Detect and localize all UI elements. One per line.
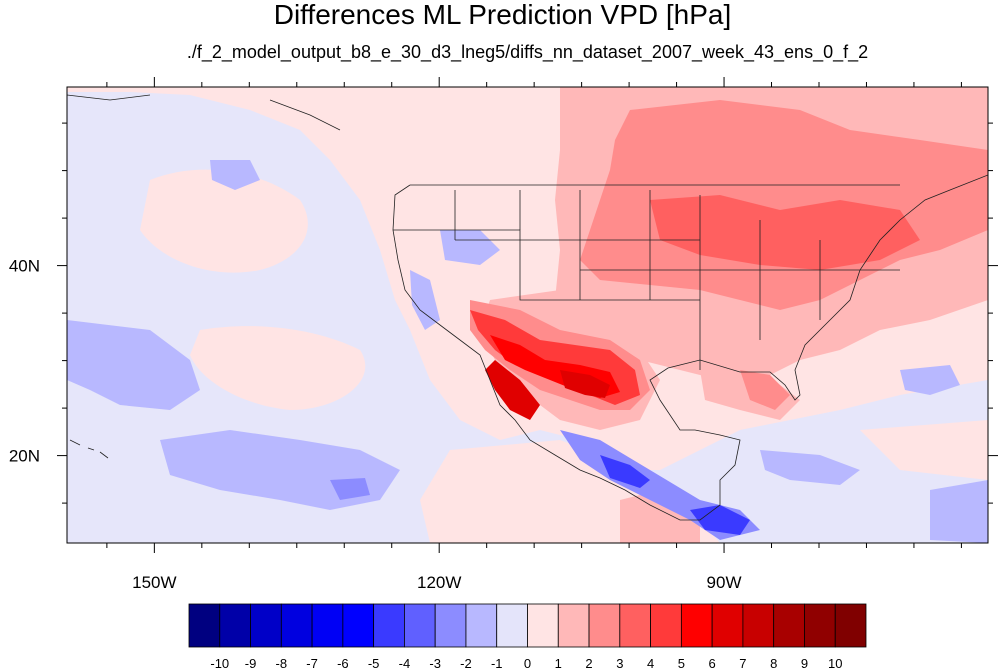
colorbar-level-label: -9: [245, 656, 257, 671]
colorbar-swatch: [742, 603, 775, 648]
colorbar: [188, 603, 867, 648]
colorbar-level-label: -3: [429, 656, 441, 671]
colorbar-swatch: [711, 603, 744, 648]
colorbar-labels: -10 -9 -8 -7 -6 -5 -4 -3 -2 -1 0 1 2 3 4 5 6 7 8 9 10: [210, 656, 842, 671]
colorbar-level-label: 3: [616, 656, 623, 671]
lat-tick-label: 40N: [9, 257, 40, 276]
colorbar-level-label: 6: [709, 656, 716, 671]
colorbar-level-label: -4: [399, 656, 411, 671]
map-field: [67, 87, 988, 543]
lon-tick-label: 90W: [707, 573, 742, 592]
colorbar-level-label: 5: [678, 656, 685, 671]
colorbar-swatch: [680, 603, 713, 648]
colorbar-level-label: 4: [647, 656, 654, 671]
axis-tick-labels: 150W 120W 90W 40N 20N: [9, 257, 742, 592]
map-title: Differences ML Prediction VPD [hPa]: [273, 0, 732, 30]
colorbar-level-label: 1: [555, 656, 562, 671]
colorbar-swatch: [404, 603, 436, 648]
colorbar-swatch: [834, 603, 867, 648]
colorbar-level-label: 7: [739, 656, 746, 671]
colorbar-swatch: [188, 603, 221, 648]
colorbar-level-label: -6: [337, 656, 349, 671]
axis-ticks: [57, 77, 998, 553]
colorbar-swatch: [773, 603, 805, 648]
colorbar-swatch: [311, 603, 344, 648]
colorbar-swatch: [219, 603, 251, 648]
colorbar-swatch: [588, 603, 621, 648]
colorbar-swatch: [496, 603, 528, 648]
colorbar-swatch: [342, 603, 375, 648]
lon-tick-label: 120W: [417, 573, 461, 592]
colorbar-swatch: [804, 603, 836, 648]
colorbar-swatch: [557, 603, 590, 648]
colorbar-level-label: -5: [368, 656, 380, 671]
map-subtitle: ./f_2_model_output_b8_e_30_d3_lneg5/diff…: [186, 42, 869, 62]
colorbar-level-label: 10: [828, 656, 842, 671]
colorbar-level-label: -1: [491, 656, 503, 671]
colorbar-level-label: 9: [801, 656, 808, 671]
colorbar-level-label: 2: [585, 656, 592, 671]
lat-tick-label: 20N: [9, 447, 40, 466]
colorbar-level-label: -2: [460, 656, 472, 671]
colorbar-level-label: 8: [770, 656, 777, 671]
lon-tick-label: 150W: [132, 573, 176, 592]
colorbar-swatch: [527, 603, 559, 648]
colorbar-swatch: [280, 603, 313, 648]
colorbar-level-label: -7: [306, 656, 318, 671]
field-negative: [67, 160, 988, 543]
colorbar-swatch: [250, 603, 282, 648]
colorbar-level-label: -8: [276, 656, 288, 671]
coastlines: [67, 94, 988, 521]
colorbar-swatch: [465, 603, 498, 648]
colorbar-level-label: -10: [210, 656, 229, 671]
colorbar-swatch: [373, 603, 405, 648]
map-frame: [66, 86, 989, 544]
field-positive-peak: [470, 195, 920, 420]
colorbar-swatch: [650, 603, 682, 648]
colorbar-level-label: 0: [524, 656, 531, 671]
colorbar-swatch: [434, 603, 467, 648]
colorbar-swatch: [619, 603, 651, 648]
